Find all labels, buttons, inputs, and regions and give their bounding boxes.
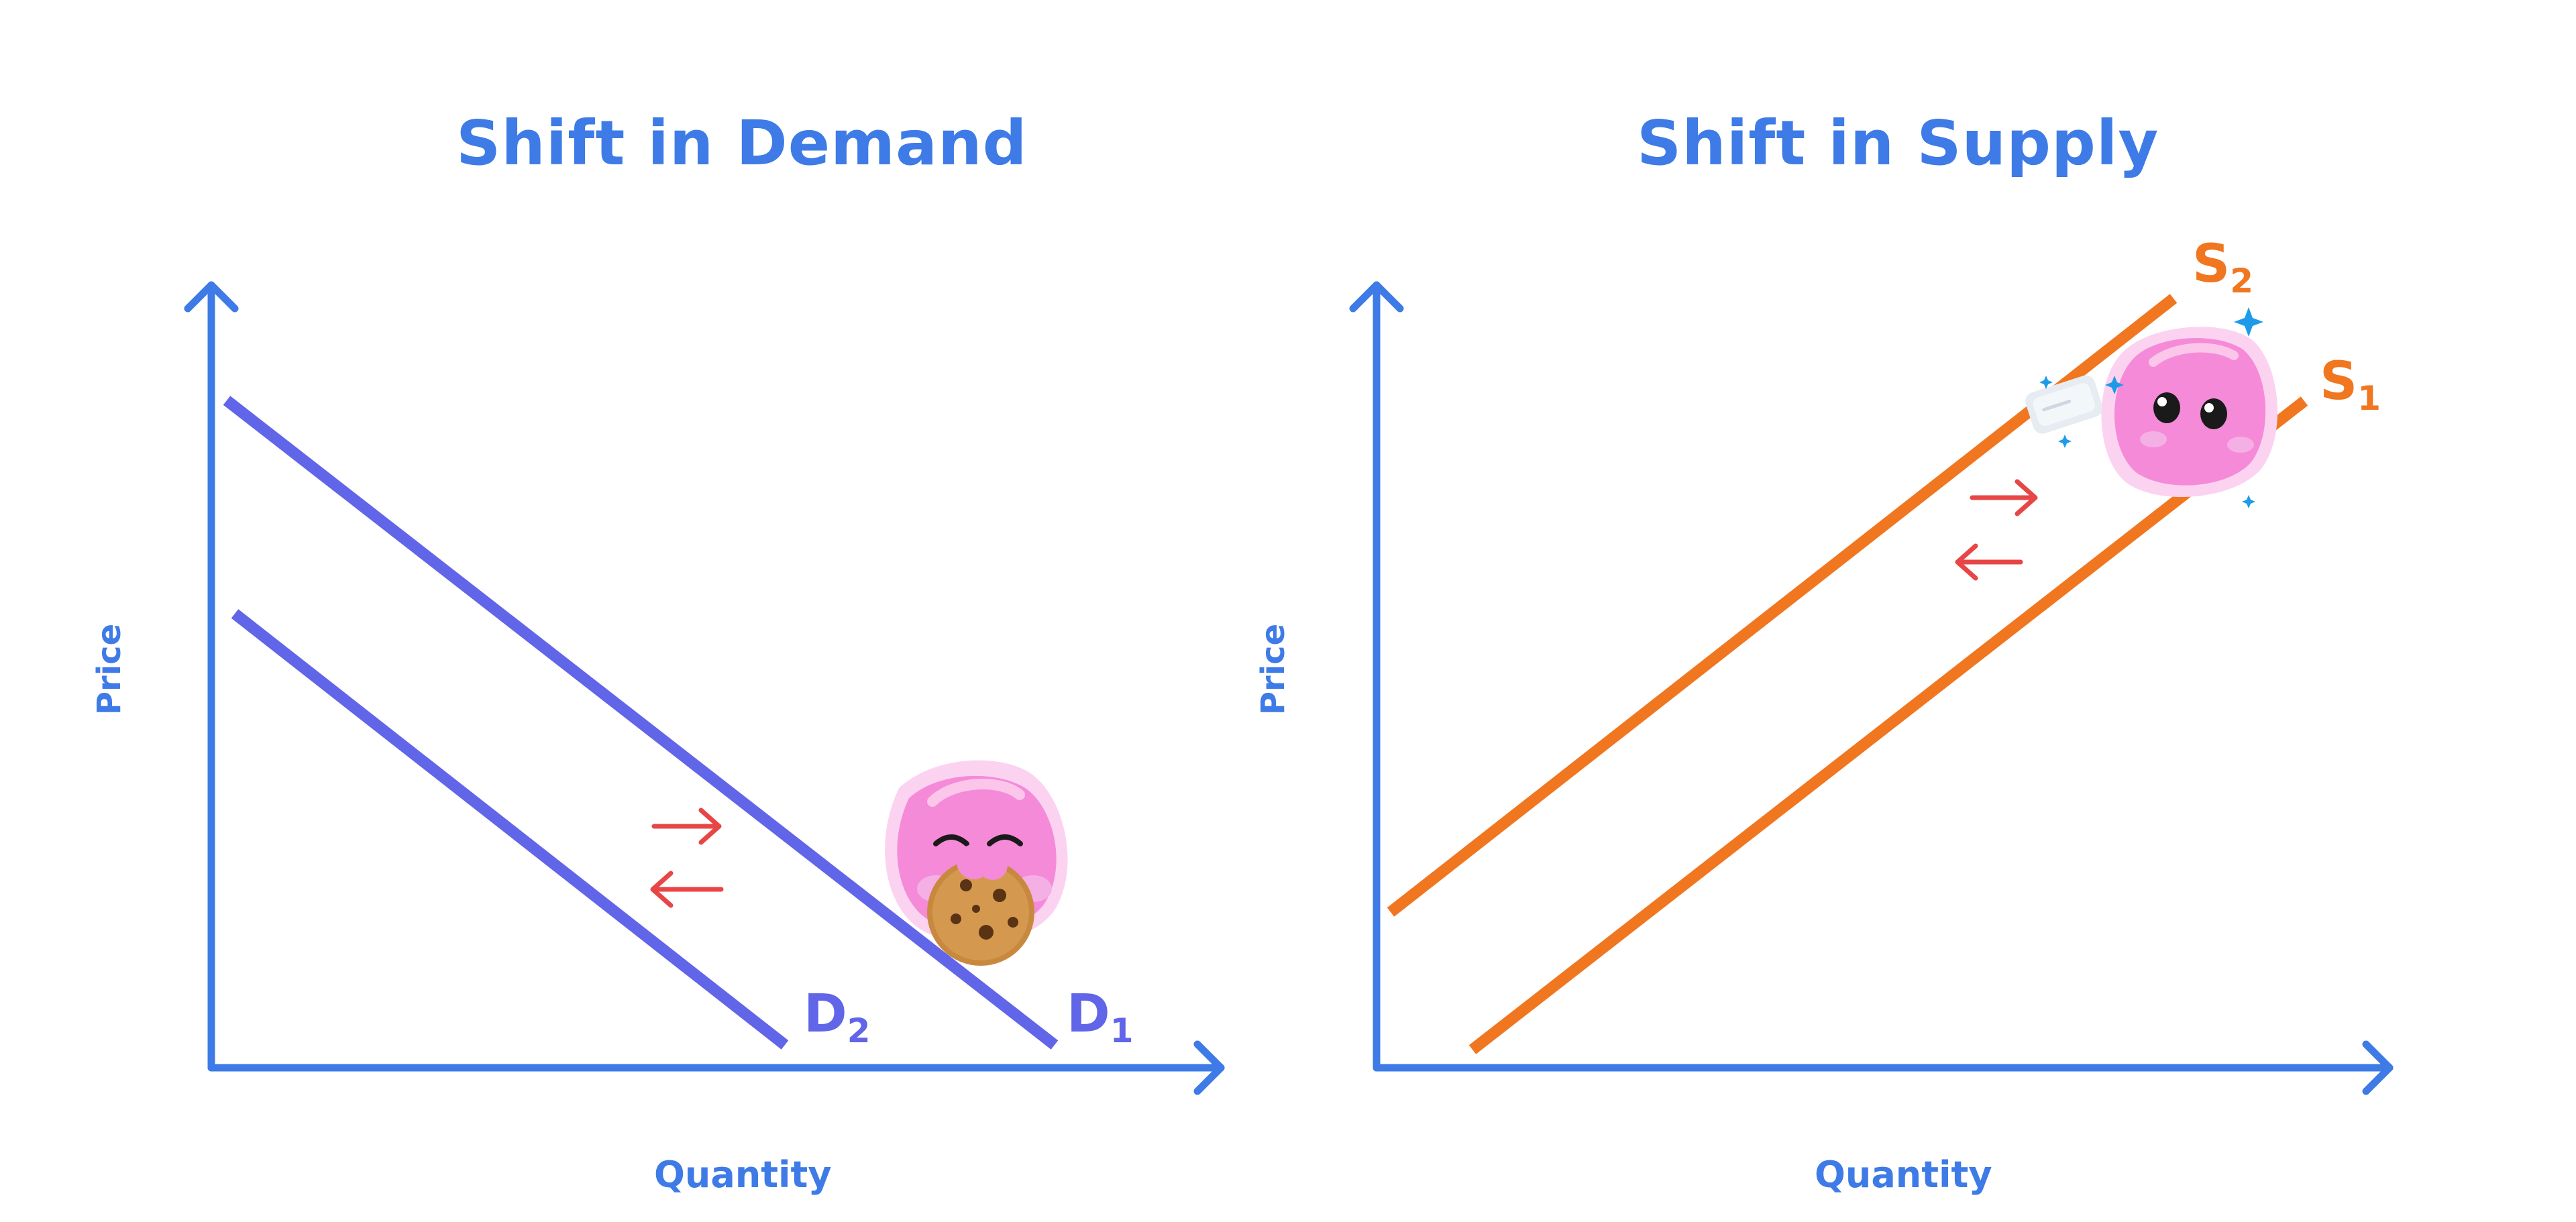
supply-x-axis-label: Quantity <box>1815 1154 1992 1196</box>
demand-shift-left-arrow-icon <box>650 871 724 908</box>
demand-curve-d1 <box>223 396 1059 1050</box>
supply-curve-s1 <box>1468 396 2308 1054</box>
demand-y-axis-arrowhead <box>184 281 239 313</box>
supply-shift-right-arrow-icon <box>1970 479 2038 516</box>
supply-curve-s1-label: S1 <box>2320 351 2381 418</box>
demand-curve-d1-label: D1 <box>1067 984 1134 1050</box>
demand-curve-d2 <box>231 609 789 1050</box>
pink-blob-with-eraser-icon <box>2025 307 2278 508</box>
demand-x-axis-label: Quantity <box>654 1154 832 1196</box>
supply-curve-s2-label: S2 <box>2192 234 2253 300</box>
supply-diagram: S2 S1 <box>1349 234 2394 1095</box>
demand-title: Shift in Demand <box>456 107 1028 179</box>
supply-panel: Shift in Supply Price Quantity S2 S1 <box>1167 0 2455 1222</box>
supply-y-axis-arrowhead <box>1349 281 1404 313</box>
demand-curve-d2-label: D2 <box>804 984 871 1050</box>
demand-shift-right-arrow-icon <box>651 808 722 845</box>
demand-x-axis-arrowhead <box>1193 1040 1225 1095</box>
supply-title: Shift in Supply <box>1637 107 2159 179</box>
demand-axes <box>184 281 1225 1095</box>
demand-diagram: D1 D2 <box>184 281 1225 1095</box>
supply-x-axis-arrowhead <box>2362 1040 2394 1095</box>
supply-axes <box>1349 281 2394 1095</box>
demand-panel: Shift in Demand Price Quantity D1 D2 <box>91 107 1225 1196</box>
pink-blob-eating-cookie-icon <box>885 760 1068 966</box>
supply-shift-left-arrow-icon <box>1955 543 2023 581</box>
